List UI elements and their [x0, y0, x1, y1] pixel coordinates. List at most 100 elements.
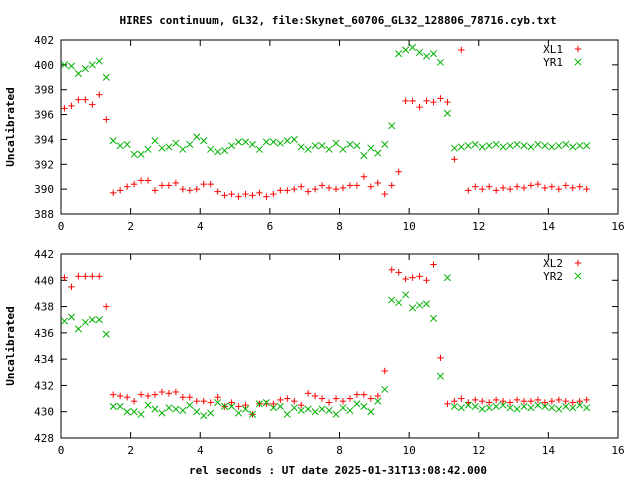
data-point-plus: [339, 184, 347, 192]
bottom-panel: 0 2 4 6 8 10 12 14 16 428 430 432 434 436 438 440 442 Unc…: [4, 248, 625, 457]
data-point-plus: [332, 395, 340, 402]
data-point-plus: [165, 390, 173, 397]
data-point-x: [576, 401, 584, 409]
data-point-x: [583, 404, 591, 412]
data-point-plus: [228, 399, 235, 406]
data-point-x: [234, 138, 243, 146]
x-tick-label: 2: [127, 444, 134, 457]
data-point-x: [269, 138, 277, 146]
data-point-plus: [68, 283, 75, 291]
data-point-x: [137, 150, 145, 158]
data-point-x: [367, 144, 375, 152]
data-point-plus: [298, 183, 305, 190]
data-point-plus: [395, 269, 402, 276]
x-tick-label: 10: [403, 444, 416, 457]
data-point-plus: [388, 182, 395, 189]
y-tick-label: 430: [34, 406, 54, 419]
data-point-x: [499, 401, 507, 409]
data-point-x: [402, 46, 410, 54]
data-point-x: [569, 404, 577, 412]
bottom-plot-frame: [60, 253, 619, 439]
data-point-x: [123, 408, 131, 416]
y-tick-label: 398: [34, 84, 54, 97]
data-point-x: [555, 142, 563, 150]
data-point-x: [255, 145, 263, 153]
data-point-x: [450, 402, 458, 411]
x-tick-label: 10: [403, 220, 416, 233]
data-point-x: [214, 148, 222, 156]
data-point-plus: [103, 116, 110, 123]
data-point-plus: [374, 179, 381, 187]
data-point-x: [88, 61, 96, 69]
data-point-x: [450, 144, 458, 152]
legend-label: YR1: [543, 56, 563, 69]
data-point-x: [478, 405, 486, 413]
y-tick-label: 392: [34, 158, 54, 171]
data-point-plus: [214, 394, 221, 401]
data-point-x: [353, 400, 361, 408]
legend-marker-plus: [574, 259, 582, 267]
data-point-plus: [228, 190, 235, 198]
data-point-x: [548, 404, 556, 412]
data-point-x: [165, 143, 173, 151]
data-point-x: [130, 150, 138, 158]
data-point-x: [360, 402, 368, 411]
y-tick-label: 434: [34, 353, 54, 366]
data-point-plus: [416, 103, 423, 111]
data-point-plus: [437, 354, 444, 362]
data-point-plus: [527, 398, 535, 405]
data-point-plus: [263, 193, 270, 200]
y-tick-label: 438: [34, 301, 54, 314]
data-point-plus: [123, 394, 131, 401]
data-point-x: [318, 405, 326, 413]
data-point-plus: [479, 185, 486, 193]
data-point-plus: [82, 96, 89, 103]
data-point-x: [548, 143, 556, 151]
data-point-x: [520, 402, 528, 411]
data-point-plus: [284, 395, 291, 402]
data-point-x: [221, 147, 229, 155]
data-point-x: [116, 402, 124, 411]
data-point-plus: [381, 190, 388, 198]
data-point-plus: [151, 391, 159, 398]
data-point-plus: [179, 394, 187, 401]
data-point-x: [165, 404, 173, 412]
data-point-plus: [492, 396, 500, 404]
x-tick-label: 0: [58, 220, 65, 233]
data-point-x: [297, 406, 305, 414]
data-point-x: [346, 406, 354, 414]
data-point-x: [102, 330, 110, 338]
data-point-x: [325, 145, 333, 153]
data-point-x: [283, 410, 291, 418]
data-point-x: [102, 73, 110, 81]
data-point-plus: [451, 398, 458, 405]
x-tick-label: 12: [472, 220, 485, 233]
data-point-x: [88, 316, 96, 324]
data-point-x: [109, 137, 117, 145]
legend-label: XL1: [543, 43, 563, 56]
data-point-x: [436, 58, 445, 66]
data-point-x: [144, 145, 152, 153]
data-point-plus: [75, 273, 82, 280]
y-tick-label: 390: [34, 183, 54, 196]
x-tick-label: 6: [267, 444, 274, 457]
data-point-plus: [465, 187, 472, 194]
data-point-plus: [235, 193, 242, 200]
data-point-plus: [485, 399, 493, 406]
data-point-plus: [200, 398, 207, 405]
data-point-plus: [520, 398, 528, 405]
data-point-x: [443, 109, 451, 117]
data-point-plus: [409, 97, 416, 105]
data-point-x: [436, 372, 445, 380]
x-tick-label: 8: [336, 220, 343, 233]
data-point-plus: [151, 187, 159, 194]
data-point-plus: [325, 184, 333, 192]
data-point-plus: [200, 180, 207, 188]
data-point-x: [74, 70, 82, 78]
y-tick-label: 428: [34, 432, 54, 445]
data-point-x: [332, 410, 340, 418]
data-point-x: [325, 406, 333, 414]
data-point-x: [520, 142, 528, 150]
data-point-x: [158, 409, 166, 417]
data-point-x: [471, 140, 479, 148]
